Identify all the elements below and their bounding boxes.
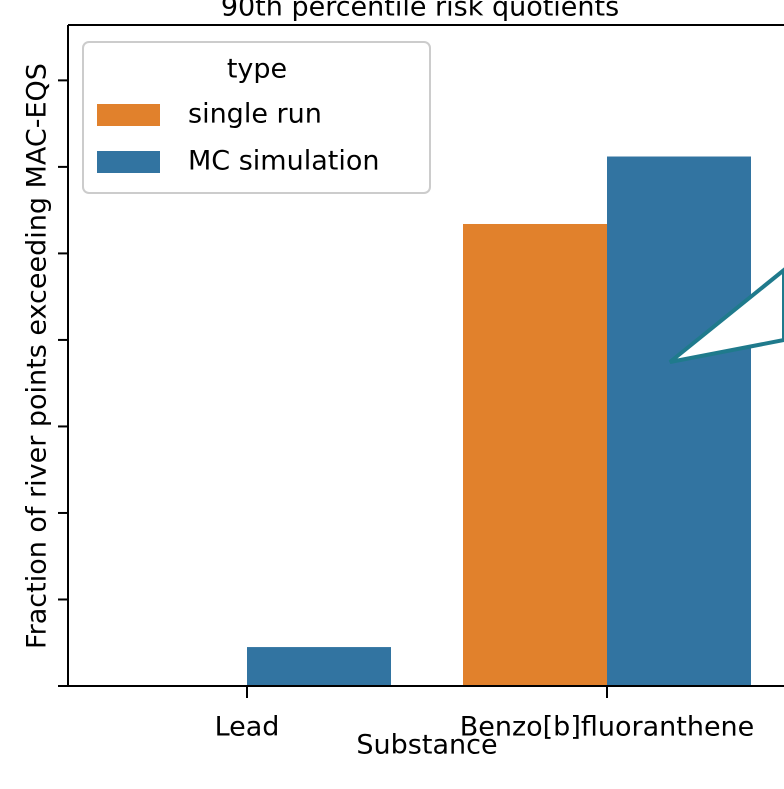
x-tick-label: Lead [215, 712, 280, 743]
bar [247, 647, 391, 686]
legend-title: type [227, 54, 287, 85]
chart-title: 90th percentile risk quotients [221, 0, 619, 23]
x-axis-label: Substance [356, 730, 497, 761]
legend-label: MC simulation [188, 146, 379, 177]
legend-label: single run [188, 99, 322, 130]
callout [668, 267, 784, 364]
plot-area [247, 156, 751, 687]
x-tick-label: Benzo[b]fluoranthene [460, 712, 755, 743]
legend [82, 41, 431, 194]
y-axis-label: Fraction of river points exceeding MAC-E… [22, 63, 53, 649]
bar [607, 156, 751, 686]
legend-swatch [97, 104, 160, 126]
bar [463, 223, 607, 687]
legend-swatch [97, 151, 160, 173]
